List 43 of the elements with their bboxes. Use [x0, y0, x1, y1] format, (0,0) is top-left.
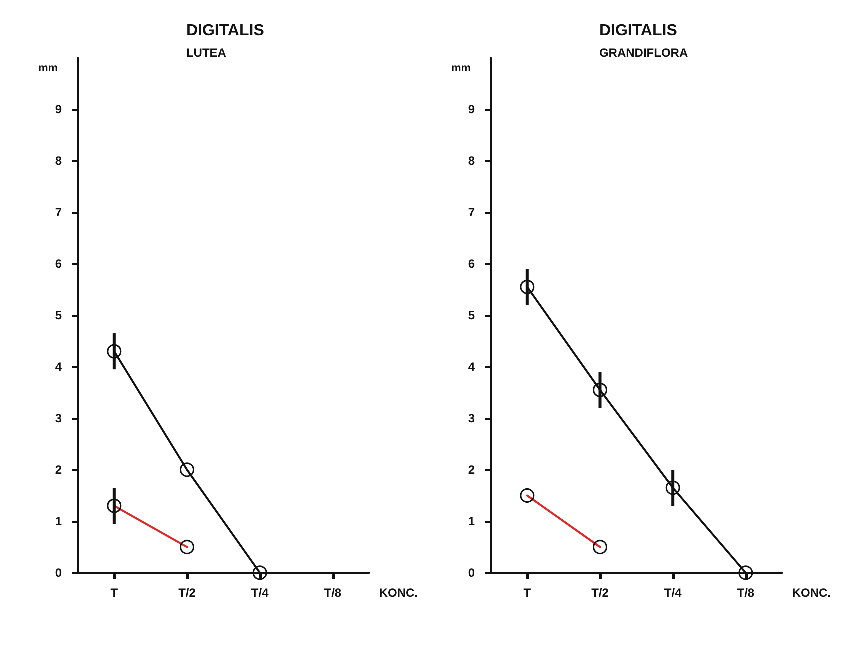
y-axis-title: mm — [38, 62, 58, 74]
y-tick-label: 2 — [468, 463, 476, 477]
y-tick-label: 3 — [55, 412, 62, 426]
point — [666, 480, 680, 496]
y-tick-label: 2 — [55, 463, 62, 477]
chart-title: DIGITALIS — [599, 22, 678, 40]
y-tick-label: 9 — [55, 102, 62, 116]
x-tick-label: T/4 — [664, 586, 682, 600]
x-tick-label: T/2 — [592, 586, 610, 600]
x-tick-label: T/8 — [324, 586, 342, 600]
x-tick-label: T/4 — [251, 586, 270, 600]
y-tick-label: 0 — [468, 566, 476, 580]
point — [593, 382, 608, 398]
y-tick-label: 6 — [55, 257, 62, 271]
x-tick-label: T — [110, 586, 119, 600]
chart-subtitle: LUTEA — [186, 46, 227, 60]
point — [520, 280, 535, 294]
y-tick-label: 1 — [55, 514, 62, 528]
chart-subtitle: GRANDIFLORA — [599, 46, 688, 60]
point — [738, 566, 754, 580]
y-tick-label: 7 — [468, 206, 476, 220]
y-tick-label: 1 — [468, 514, 476, 528]
y-tick-label: 4 — [55, 360, 62, 374]
y-tick-label: 8 — [55, 154, 62, 168]
x-axis-title: KONC. — [792, 586, 832, 600]
y-tick-label: 5 — [468, 308, 476, 322]
x-tick-label: T/2 — [178, 586, 196, 600]
x-tick-label: T — [524, 586, 532, 600]
y-tick-label: 4 — [468, 360, 476, 374]
y-tick-label: 9 — [468, 102, 476, 116]
x-tick-label: T/8 — [737, 586, 755, 600]
y-tick-label: 7 — [55, 206, 62, 220]
y-tick-label: 8 — [468, 154, 476, 168]
y-axis-title: mm — [451, 62, 472, 74]
point — [107, 344, 122, 359]
x-axis-title: KONC. — [379, 586, 418, 600]
y-tick-label: 5 — [55, 308, 62, 322]
y-tick-label: 0 — [55, 566, 62, 580]
point — [252, 566, 268, 580]
chart-title: DIGITALIS — [186, 22, 265, 40]
point — [180, 462, 194, 478]
y-tick-label: 3 — [468, 412, 476, 426]
y-tick-label: 6 — [468, 257, 476, 271]
